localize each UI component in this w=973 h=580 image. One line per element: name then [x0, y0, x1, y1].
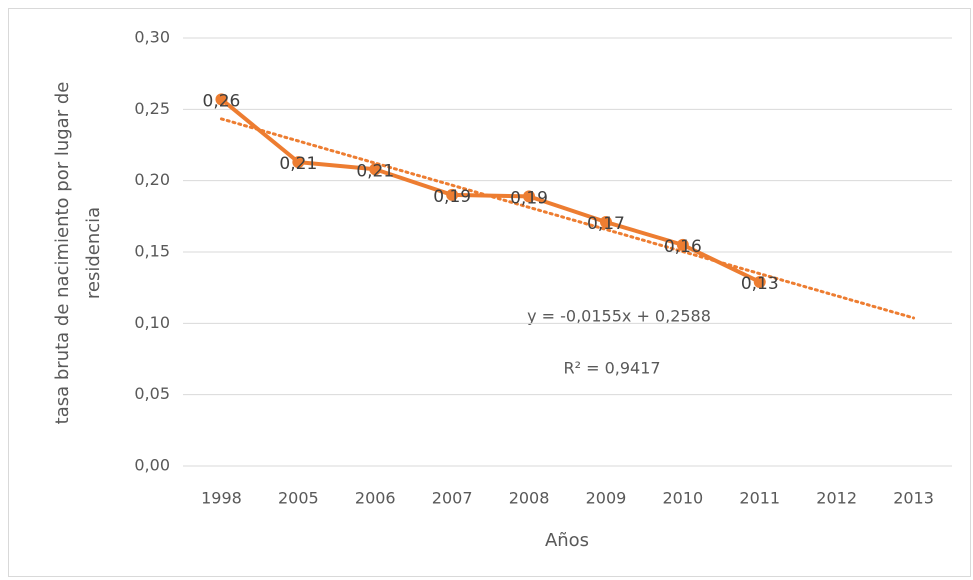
data-label: 0,21: [356, 161, 394, 181]
data-label: 0,19: [510, 188, 548, 208]
data-label: 0,19: [433, 187, 471, 207]
x-tick-label: 2008: [509, 489, 550, 508]
y-tick-label: 0,30: [134, 28, 170, 47]
y-tick-label: 0,00: [134, 456, 170, 475]
x-tick-label: 2009: [586, 489, 627, 508]
point: [215, 93, 228, 106]
data-label: 0,13: [741, 274, 779, 294]
point: [446, 188, 459, 201]
y-axis-title: residencia: [83, 207, 104, 299]
data-label: 0,21: [279, 154, 317, 174]
y-tick-label: 0,20: [134, 170, 170, 189]
x-axis-title: Años: [545, 530, 589, 551]
y-axis-title: tasa bruta de nacimiento por lugar de: [52, 82, 73, 425]
chart-frame: [8, 8, 971, 577]
x-tick-label: 1998: [201, 489, 242, 508]
x-tick-label: 2012: [816, 489, 857, 508]
series-line: [220, 97, 761, 284]
x-tick-label: 2013: [893, 489, 934, 508]
data-label: 0,26: [203, 91, 241, 111]
x-tick-label: 2005: [278, 489, 319, 508]
y-tick-label: 0,25: [134, 99, 170, 118]
point: [676, 238, 689, 251]
data-label: 0,17: [587, 214, 625, 234]
x-tick-label: 2011: [739, 489, 780, 508]
trend-r2: R² = 0,9417: [563, 359, 660, 378]
y-tick-label: 0,05: [134, 384, 170, 403]
point: [369, 163, 382, 176]
trend-equation: y = -0,0155x + 0,2588: [527, 307, 711, 326]
x-tick-label: 2010: [662, 489, 703, 508]
point: [599, 216, 612, 229]
y-tick-label: 0,15: [134, 242, 170, 261]
data-label: 0,16: [664, 237, 702, 257]
x-tick-label: 2007: [432, 489, 473, 508]
trendline: [219, 117, 916, 320]
point: [523, 190, 536, 203]
point: [292, 156, 305, 169]
point: [753, 275, 766, 288]
y-tick-label: 0,10: [134, 313, 170, 332]
x-tick-label: 2006: [355, 489, 396, 508]
